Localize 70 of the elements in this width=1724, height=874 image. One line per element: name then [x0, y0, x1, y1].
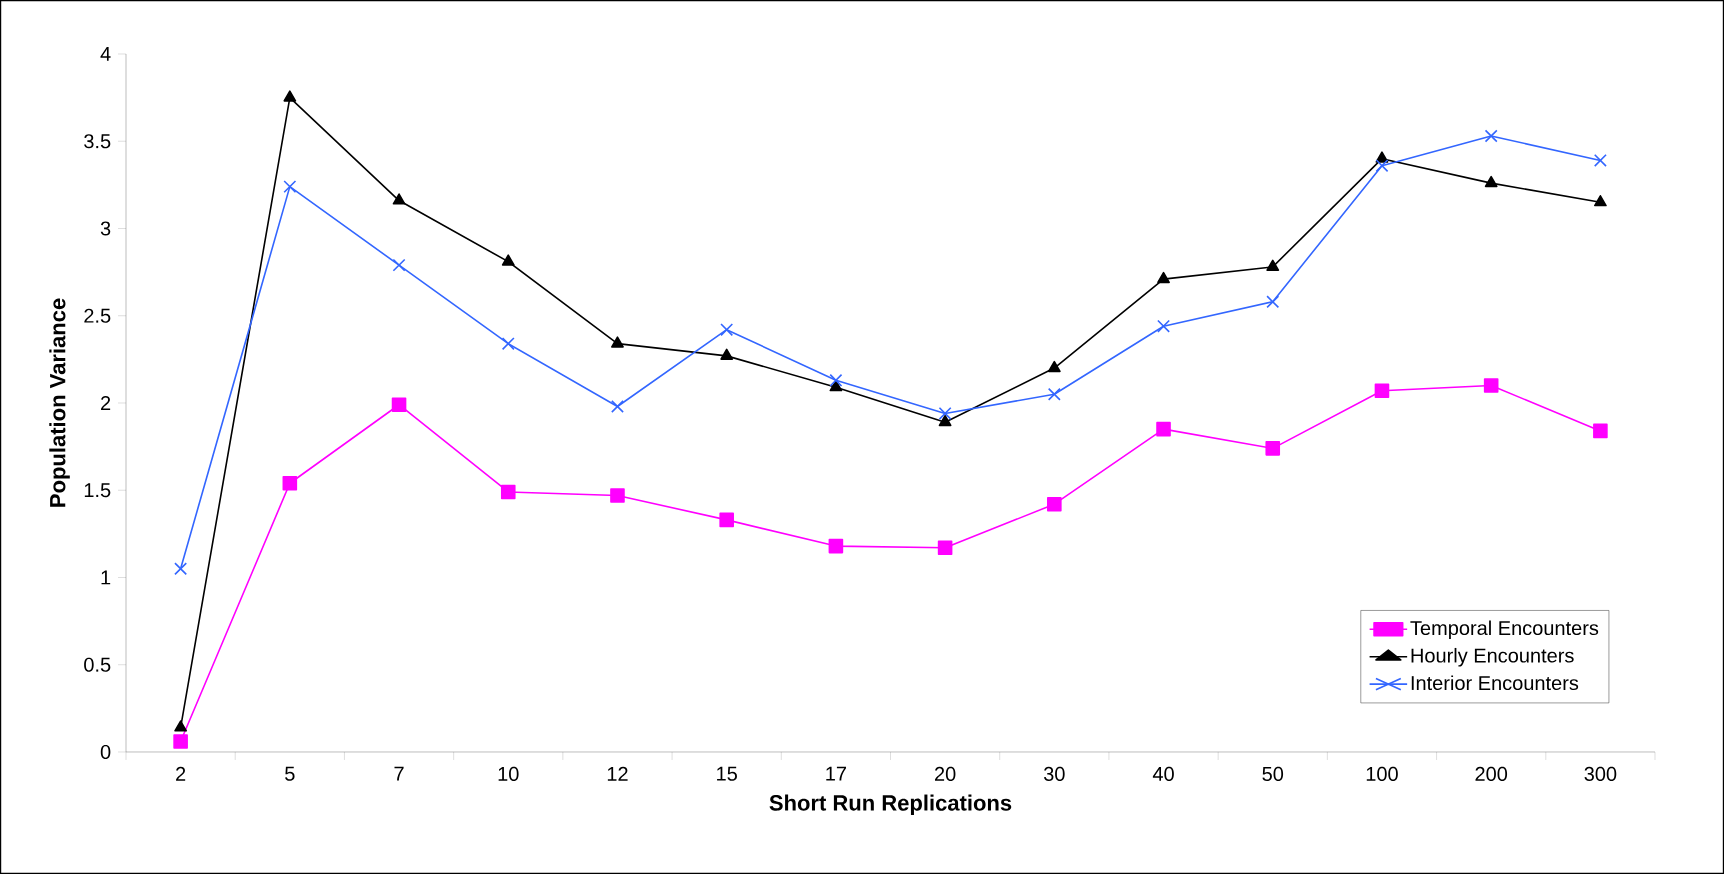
legend-label: Temporal Encounters: [1410, 620, 1599, 640]
point: [1047, 496, 1062, 512]
y-tick-label: 0.5: [84, 657, 111, 672]
point: [1157, 319, 1170, 333]
legend-label: Hourly Encounters: [1411, 647, 1574, 667]
point: [283, 90, 297, 102]
x-tick-label: 17: [826, 766, 847, 781]
point: [1375, 151, 1389, 163]
point: [173, 734, 188, 749]
point: [1156, 421, 1171, 437]
x-axis-title: Short Run Replications: [769, 794, 1012, 816]
y-tick-label: 2.5: [84, 308, 111, 323]
y-axis-title: Population Variance: [49, 298, 70, 507]
point: [719, 512, 734, 528]
x-tick-label: 7: [394, 766, 404, 781]
x-tick-label: 5: [285, 766, 295, 781]
point: [174, 562, 188, 576]
y-tick-label: 3: [100, 221, 111, 236]
x-tick-label: 15: [717, 766, 737, 781]
point: [1266, 259, 1280, 271]
point: [829, 373, 843, 387]
point: [1484, 129, 1498, 143]
x-tick-label: 20: [934, 766, 956, 781]
point: [1374, 383, 1390, 399]
point: [392, 193, 406, 205]
y-tick-label: 2: [101, 396, 111, 410]
legend-label: Interior Encounters: [1411, 675, 1579, 691]
point: [1047, 360, 1061, 373]
x-tick-label: 30: [1043, 766, 1065, 781]
y-tick-label: 1: [101, 570, 111, 585]
y-tick-label: 0: [100, 744, 111, 760]
x-tick-label: 50: [1262, 766, 1284, 781]
point: [1483, 378, 1499, 393]
point: [611, 336, 624, 348]
x-tick-label: 40: [1152, 766, 1174, 781]
point: [501, 337, 515, 351]
point: [1593, 153, 1607, 167]
x-tick-label: 10: [498, 766, 519, 781]
x-tick-label: 200: [1475, 766, 1508, 781]
point: [829, 379, 843, 392]
x-tick-label: 2: [176, 766, 186, 781]
y-tick-label: 1.5: [84, 483, 111, 498]
point: [1593, 195, 1607, 207]
point: [610, 488, 625, 503]
point: [938, 414, 952, 427]
point: [1375, 159, 1389, 173]
point: [1484, 175, 1498, 188]
point: [500, 484, 516, 500]
point: [720, 348, 734, 360]
point: [1047, 387, 1061, 401]
point: [1266, 295, 1280, 309]
x-tick-label: 12: [607, 766, 628, 781]
point: [174, 720, 188, 732]
x-tick-label: 300: [1584, 766, 1617, 781]
point: [391, 397, 407, 413]
point: [501, 254, 515, 266]
point: [1265, 441, 1281, 456]
point: [1593, 423, 1608, 439]
y-tick-label: 3.5: [84, 134, 111, 149]
y-tick-label: 4: [100, 47, 111, 61]
point: [611, 400, 624, 413]
point: [937, 540, 953, 556]
x-tick-label: 100: [1366, 766, 1398, 781]
point: [283, 180, 297, 194]
point: [1157, 271, 1170, 284]
point: [392, 258, 406, 272]
point: [828, 538, 844, 554]
point: [938, 407, 952, 420]
point: [720, 323, 734, 337]
point: [282, 475, 298, 491]
